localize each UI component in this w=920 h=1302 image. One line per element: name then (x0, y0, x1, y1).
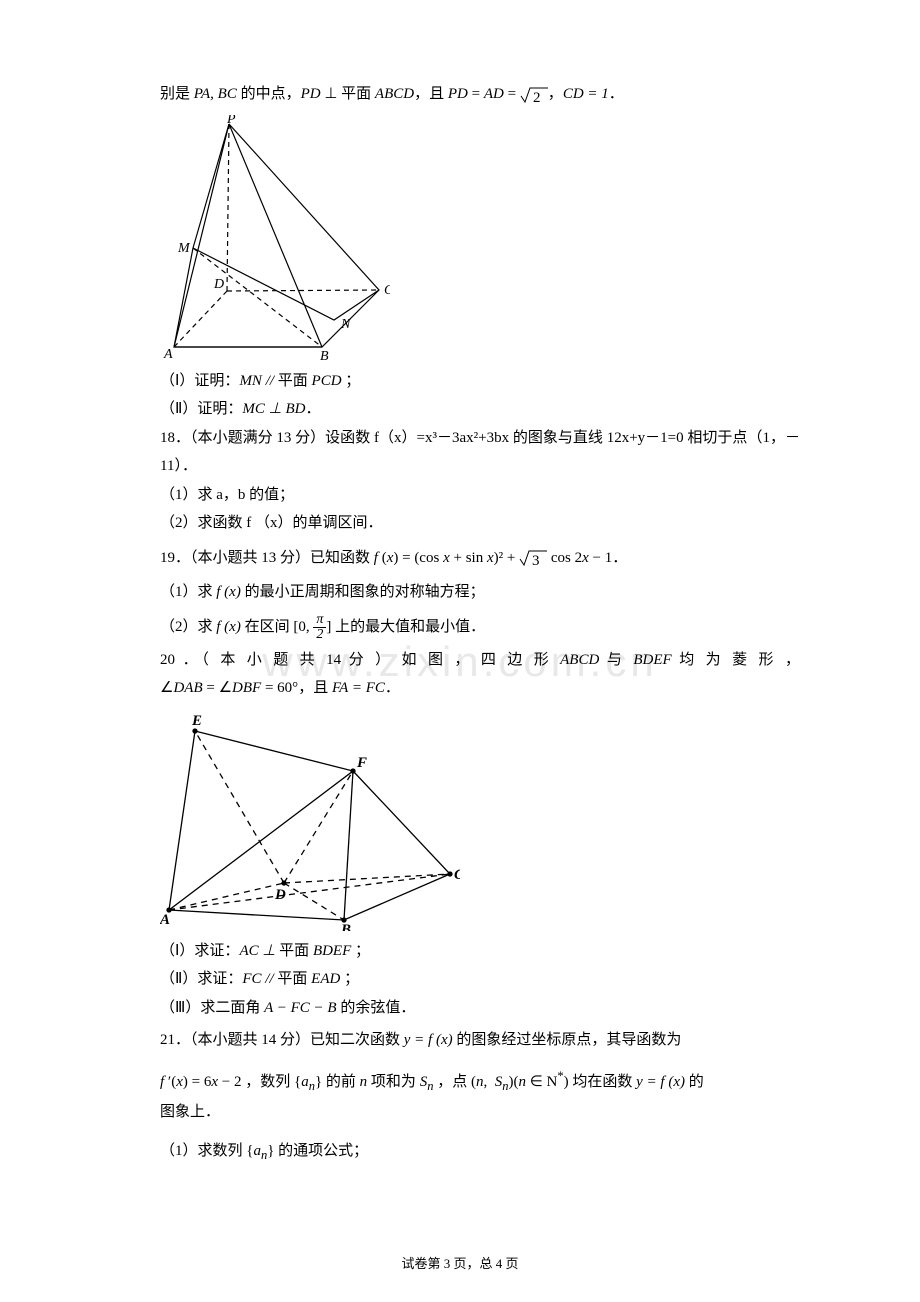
q21-head-line3: 图象上． (160, 1098, 800, 1127)
q19-fx-def: f (x) = (cos x + sin x)² + 3 cos 2x − 1 (374, 550, 612, 566)
Sn: Sn (420, 1074, 434, 1090)
q19-sub2: （2）求 f (x) 在区间 [0, π2] 上的最大值和最小值． (160, 613, 800, 642)
q18-head: 18．（本小题满分 13 分）设函数 f（x）=x³－3ax²+3bx 的图象与… (160, 424, 800, 481)
q17-part1: （Ⅰ）证明：MN // 平面 PCD ； (160, 367, 800, 396)
q18-sub2: （2）求函数 f （x）的单调区间． (160, 509, 800, 538)
figure-rhombus-solid: E F C D A B (160, 711, 800, 931)
q20-sub2: （Ⅱ）求证：FC // 平面 EAD ； (160, 965, 800, 994)
q21-sub1: （1）求数列 {an} 的通项公式； (160, 1137, 800, 1168)
fraction-pi-2: π2 (313, 613, 326, 642)
label-C2: C (454, 867, 460, 883)
label-B2: B (340, 922, 351, 931)
figure-pyramid-pabcd: P M D C N A B (160, 115, 800, 363)
label-A: A (163, 347, 173, 362)
q20-sub3: （Ⅲ）求二面角 A − FC − B 的余弦值． (160, 994, 800, 1023)
q20-head-line1: 20 ．（ 本 小 题 共 14 分 ） 如 图 ， 四 边 形 ABCD 与 … (160, 646, 800, 675)
q19-head: 19．（本小题共 13 分）已知函数 f (x) = (cos x + sin … (160, 544, 800, 573)
q20-head-line2: ∠DAB = ∠DBF = 60°，且 FA = FC． (160, 674, 800, 703)
figure2-svg: E F C D A B (160, 711, 460, 931)
q18-sub1: （1）求 a，b 的值； (160, 481, 800, 510)
content: 别是 PA, BC 的中点，PD ⊥ 平面 ABCD，且 PD = AD = 2… (160, 80, 800, 1168)
label-D: D (213, 277, 224, 292)
angle-equation: ∠DAB = ∠DBF = 60° (160, 680, 298, 696)
q21-head-line2: f ′(x) = 6x − 2 ，数列 {an} 的前 n 项和为 Sn ，点 … (160, 1065, 800, 1099)
label-P: P (226, 115, 236, 127)
q21-head-line1: 21．（本小题共 14 分）已知二次函数 y = f (x) 的图象经过坐标原点… (160, 1026, 800, 1055)
label-D2: D (274, 887, 286, 903)
label-C: C (384, 283, 390, 298)
page: www.zixin.com.cn 别是 PA, BC 的中点，PD ⊥ 平面 A… (0, 0, 920, 1302)
q17-part2: （Ⅱ）证明：MC ⊥ BD． (160, 395, 800, 424)
label-E: E (191, 713, 202, 729)
label-B: B (320, 349, 329, 363)
q19-sub1: （1）求 f (x) 的最小正周期和图象的对称轴方程； (160, 578, 800, 607)
svg-text:2: 2 (533, 90, 541, 105)
label-M: M (177, 241, 191, 256)
top-continuation-line: 别是 PA, BC 的中点，PD ⊥ 平面 ABCD，且 PD = AD = 2… (160, 80, 800, 109)
label-N: N (340, 317, 351, 332)
page-footer: 试卷第 3 页，总 4 页 (0, 1253, 920, 1272)
equation-pd-ad: PD = AD = 2 (448, 86, 548, 102)
derivative-eq: f ′(x) = 6x − 2 (160, 1074, 241, 1090)
label-F: F (356, 755, 367, 771)
seq-an: {an} (294, 1074, 322, 1090)
equation-cd: CD = 1 (563, 86, 609, 102)
q20-sub1: （Ⅰ）求证：AC ⊥ 平面 BDEF ； (160, 937, 800, 966)
figure1-svg: P M D C N A B (160, 115, 390, 363)
label-A2: A (160, 912, 170, 928)
svg-text:3: 3 (532, 553, 540, 568)
point-n-Sn: (n, Sn)(n ∈ N*) (471, 1074, 569, 1090)
seq-an-2: {an} (246, 1143, 274, 1159)
